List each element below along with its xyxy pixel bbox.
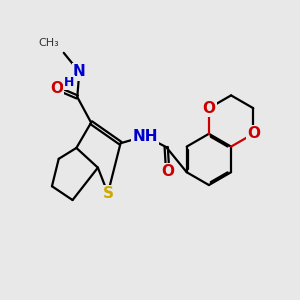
Text: O: O <box>161 164 174 179</box>
Text: CH₃: CH₃ <box>39 38 59 48</box>
Text: O: O <box>202 101 215 116</box>
Text: NH: NH <box>132 129 158 144</box>
Text: S: S <box>102 186 113 201</box>
Text: O: O <box>247 126 260 141</box>
Text: O: O <box>50 81 63 96</box>
Text: N: N <box>73 64 86 80</box>
Text: H: H <box>64 76 74 89</box>
